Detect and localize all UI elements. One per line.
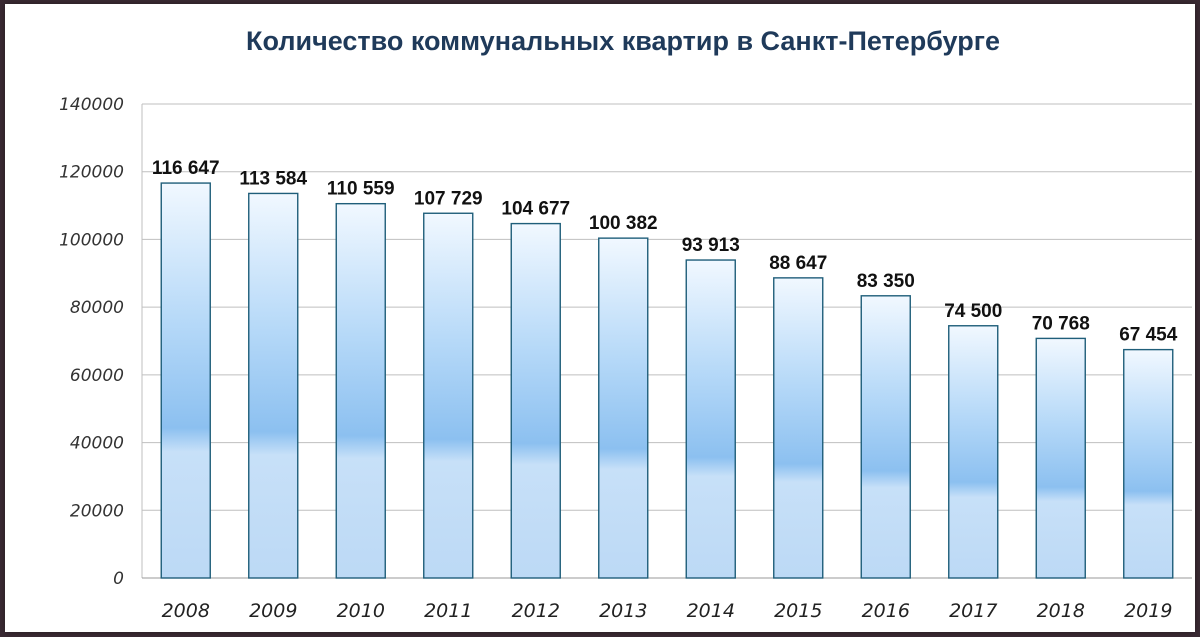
bar-2016	[860, 295, 911, 579]
bar-2019	[1123, 348, 1174, 579]
y-tick-label: 60000	[70, 366, 124, 386]
data-label-2015: 88 647	[769, 253, 827, 274]
bar-2018	[1035, 337, 1086, 579]
x-tick-label: 2012	[512, 600, 560, 622]
x-tick-label: 2010	[337, 600, 385, 622]
y-tick-label: 140000	[59, 95, 124, 115]
bar-2010	[335, 202, 386, 579]
y-tick-label: 120000	[59, 163, 124, 183]
y-tick-label: 100000	[59, 230, 124, 250]
x-tick-label: 2011	[424, 600, 472, 622]
bar-2017	[948, 325, 999, 579]
chart-title: Количество коммунальных квартир в Санкт-…	[246, 26, 1000, 56]
data-label-2017: 74 500	[944, 301, 1002, 322]
data-label-2009: 113 584	[239, 168, 307, 189]
bar-2014	[685, 259, 736, 579]
bar-2015	[773, 277, 824, 579]
x-tick-label: 2018	[1037, 600, 1085, 622]
bar-2012	[510, 222, 561, 579]
x-tick-label: 2016	[862, 600, 910, 622]
y-tick-label: 0	[113, 569, 124, 589]
data-label-2019: 67 454	[1119, 325, 1178, 346]
x-tick-label: 2017	[949, 600, 997, 622]
data-label-2016: 83 350	[857, 271, 915, 292]
bar-2008	[160, 182, 211, 579]
y-tick-label: 40000	[70, 434, 124, 454]
bar-2013	[598, 237, 649, 579]
data-label-2018: 70 768	[1032, 313, 1090, 334]
x-tick-label: 2015	[774, 600, 822, 622]
data-label-2014: 93 913	[682, 235, 740, 256]
x-tick-label: 2009	[249, 600, 297, 622]
data-label-2010: 110 559	[327, 179, 395, 200]
x-tick-label: 2008	[162, 600, 210, 622]
data-label-2008: 116 647	[152, 158, 220, 179]
data-label-2012: 104 677	[501, 199, 570, 220]
y-tick-label: 80000	[70, 298, 124, 318]
x-tick-label: 2019	[1124, 600, 1172, 622]
y-tick-label: 20000	[70, 501, 124, 521]
data-label-2013: 100 382	[589, 213, 658, 234]
x-tick-label: 2014	[687, 600, 735, 622]
bar-2009	[248, 192, 299, 579]
bar-2011	[423, 212, 474, 579]
data-label-2011: 107 729	[414, 188, 483, 209]
x-tick-label: 2013	[599, 600, 647, 622]
